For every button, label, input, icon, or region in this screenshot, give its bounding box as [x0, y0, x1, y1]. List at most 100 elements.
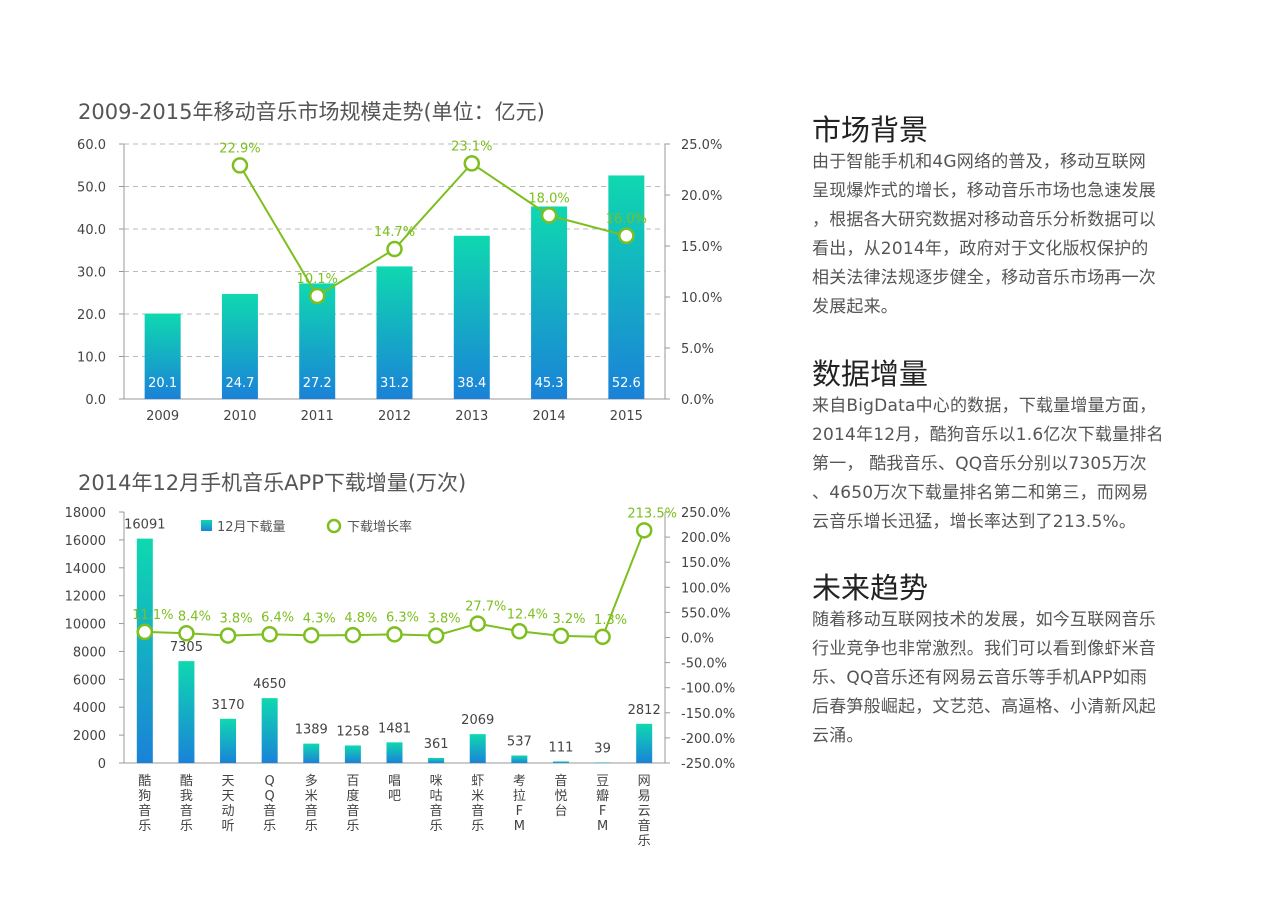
app-download-chart: 0 2000 4000 6000 8000 10000 12000 14000 16000 180… [65, 506, 736, 849]
left-tick-label: 20.0 [77, 308, 106, 323]
left-tick-label: 4000 [73, 701, 106, 716]
category-label-char: 动 [222, 804, 235, 819]
left-tick-label: 60.0 [77, 138, 106, 153]
category-label-char: Q [265, 789, 275, 804]
bar [386, 742, 403, 763]
growth-label: 3.2% [552, 612, 585, 627]
category-label-char: F [516, 804, 523, 819]
growth-point [178, 625, 195, 642]
growth-label: 23.1% [451, 139, 492, 154]
right-tick-label: 0.0% [681, 393, 714, 408]
bar [636, 723, 653, 763]
bar [552, 761, 569, 763]
section-text-line: 云涌。 [812, 726, 864, 746]
growth-point [261, 626, 278, 643]
bar-value-label: 27.2 [303, 376, 332, 391]
left-tick-label: 18000 [65, 506, 106, 521]
category-label-char: 乐 [263, 819, 276, 834]
growth-label: 6.4% [261, 610, 294, 625]
section-text-line: 、4650万次下载量排名第二和第三，而网易 [812, 483, 1149, 503]
section-text-line: 随着移动互联网技术的发展，如今互联网音乐 [812, 610, 1156, 630]
bar-value-label: 31.2 [380, 376, 409, 391]
category-label-char: 我 [180, 789, 193, 804]
category-label-char: 云 [638, 804, 651, 819]
growth-label: 213.5% [627, 506, 677, 521]
category-label-char: 音 [263, 803, 276, 819]
left-tick-label: 16000 [65, 534, 106, 549]
right-tick-label: 100.0% [681, 581, 731, 596]
right-tick-label: -250.0% [681, 757, 735, 772]
bar [608, 175, 645, 399]
growth-point [308, 287, 326, 305]
section-text-line: 来自BigData中心的数据，下载量增量方面， [812, 396, 1157, 416]
left-tick-label: 40.0 [77, 223, 106, 238]
growth-label: 14.7% [374, 225, 415, 240]
right-tick-label: 15.0% [681, 240, 722, 255]
category-label-char: 狗 [138, 789, 151, 804]
growth-point [386, 626, 403, 643]
bar-value-label: 1258 [336, 724, 369, 739]
left-tick-label: 10.0 [77, 351, 106, 366]
left-tick-label: 14000 [65, 562, 106, 577]
growth-point [540, 207, 558, 224]
category-label-char: 台 [554, 804, 567, 819]
growth-label: 22.9% [219, 141, 260, 156]
left-tick-label: 10000 [65, 618, 106, 633]
growth-label: 6.3% [386, 610, 419, 625]
growth-label: 3.8% [428, 612, 461, 627]
growth-point [511, 623, 528, 640]
bar [344, 745, 361, 763]
growth-point [219, 627, 237, 644]
legend-line-label: 下载增长率 [347, 519, 412, 535]
section-text-line: 呈现爆炸式的增长，移动音乐市场也急速发展 [812, 181, 1156, 201]
category-label-char: 音 [471, 803, 484, 819]
left-tick-label: 30.0 [77, 266, 106, 281]
section-text-line: ，根据各大研究数据对移动音乐分析数据可以 [812, 210, 1156, 230]
left-tick-label: 8000 [73, 645, 106, 660]
category-label-char: 音 [138, 803, 151, 819]
category-label-char: 瓣 [596, 789, 609, 804]
category-label-char: 豆 [596, 774, 609, 789]
bar-value-label: 16091 [124, 518, 165, 533]
category-label-char: 听 [222, 819, 235, 834]
growth-label: 1.3% [594, 613, 627, 628]
bar-value-label: 4650 [253, 677, 286, 692]
bar [178, 661, 195, 763]
category-label-char: 米 [305, 789, 318, 804]
category-label-char: 乐 [346, 819, 359, 834]
bar-value-label: 2812 [628, 703, 661, 718]
bar [144, 313, 181, 399]
bar [261, 698, 278, 763]
category-label-char: 乐 [138, 819, 151, 834]
left-tick-label: 6000 [73, 673, 106, 688]
section-title: 数据增量 [812, 357, 929, 391]
bar [303, 743, 320, 763]
category-label-char: 音 [638, 818, 651, 834]
section-text-line: 第一， 酷我音乐、QQ音乐分别以7305万次 [812, 454, 1147, 474]
category-label: 2015 [610, 409, 643, 424]
growth-label: 3.8% [220, 612, 253, 627]
section-title: 未来趋势 [812, 571, 929, 605]
right-tick-label: 550.0% [681, 606, 731, 621]
section-market-background: 市场背景 由于智能手机和4G网络的普及，移动互联网 呈现爆炸式的增长，移动音乐市场… [812, 112, 1232, 322]
right-tick-label: 5.0% [681, 342, 714, 357]
bar-value-label: 1481 [378, 721, 411, 736]
left-tick-label: 12000 [65, 590, 106, 605]
right-tick-label: 10.0% [681, 291, 722, 306]
bar-value-label: 3170 [211, 698, 244, 713]
chart2-title: 2014年12月手机音乐APP下载增量(万次) [78, 471, 466, 495]
left-tick-label: 0 [98, 757, 106, 772]
growth-line [239, 162, 627, 298]
bar-value-label: 537 [507, 735, 532, 750]
right-tick-label: 25.0% [681, 138, 722, 153]
category-label-char: M [514, 819, 525, 834]
category-label-char: 吧 [388, 789, 401, 804]
category-label: 2014 [533, 409, 566, 424]
right-tick-label: -200.0% [681, 732, 735, 747]
category-label-char: 音 [346, 803, 359, 819]
legend-bar-swatch [201, 520, 212, 531]
growth-point [635, 522, 653, 539]
section-data-growth: 数据增量 来自BigData中心的数据，下载量增量方面， 2014年12月，酷狗音… [812, 356, 1232, 537]
legend-bar-label: 12月下载量 [217, 520, 286, 535]
bar-value-label: 111 [549, 740, 574, 755]
